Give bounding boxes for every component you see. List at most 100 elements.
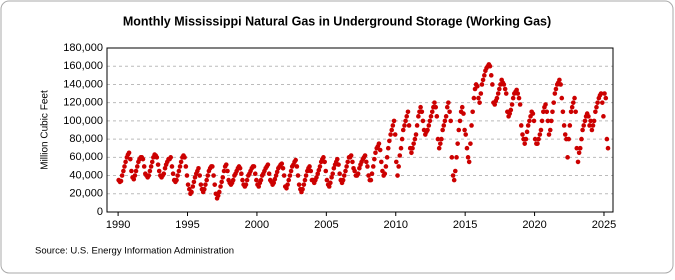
point [243, 182, 249, 187]
y-tick-label: 60,000 [69, 151, 103, 163]
point [265, 162, 271, 167]
point [463, 132, 469, 137]
point [161, 171, 167, 177]
point [210, 164, 215, 169]
x-tick-label: 1990 [106, 219, 130, 231]
frame [0, 0, 674, 274]
point [287, 173, 293, 178]
point [133, 168, 139, 174]
point [258, 177, 264, 183]
point [330, 171, 336, 177]
point [331, 165, 337, 171]
point [594, 104, 599, 110]
point [350, 159, 355, 165]
point [123, 159, 128, 165]
point [573, 109, 578, 115]
point [435, 136, 441, 142]
point [531, 118, 537, 124]
point [595, 100, 600, 105]
point [602, 91, 607, 96]
point [368, 177, 374, 183]
point [546, 132, 552, 137]
point [389, 127, 395, 133]
point [557, 77, 562, 83]
source: Source: U.S. Energy Information Administ… [35, 246, 234, 257]
y-tick-label: 80,000 [69, 133, 103, 145]
point [362, 153, 368, 158]
point [494, 95, 500, 101]
point [535, 141, 540, 146]
point [468, 141, 473, 146]
point [337, 171, 342, 177]
point [364, 159, 369, 165]
point [244, 177, 250, 183]
point [433, 104, 439, 110]
point [169, 164, 175, 169]
point [279, 161, 285, 167]
point [340, 177, 346, 183]
point [198, 182, 204, 187]
point [314, 175, 319, 180]
point [184, 173, 190, 178]
point [581, 123, 587, 128]
point [589, 127, 595, 133]
point [479, 82, 485, 87]
point [387, 138, 392, 144]
point [315, 171, 321, 177]
point [119, 173, 125, 178]
point [185, 182, 191, 187]
point [197, 173, 203, 178]
point [328, 180, 333, 186]
x-tick-label: 2025 [592, 219, 616, 231]
point [237, 165, 243, 171]
point [464, 145, 470, 151]
point [509, 102, 515, 107]
point [192, 175, 198, 180]
point [183, 164, 189, 169]
point [439, 136, 444, 142]
point [239, 171, 244, 177]
point [508, 107, 514, 113]
point [516, 95, 522, 101]
y-tick-label: 100,000 [63, 115, 103, 127]
point [420, 118, 426, 124]
point [456, 127, 462, 133]
point [432, 100, 437, 105]
point [126, 150, 132, 156]
point [565, 155, 570, 160]
point [466, 159, 472, 165]
point [416, 114, 421, 119]
point [570, 100, 576, 105]
point [495, 91, 501, 96]
point [560, 109, 566, 115]
point [503, 91, 509, 96]
point [569, 104, 575, 110]
point [252, 171, 258, 177]
point [436, 145, 442, 151]
point [545, 118, 551, 124]
point [428, 114, 434, 119]
point [525, 123, 531, 128]
point [196, 165, 201, 171]
point [344, 164, 349, 169]
point [457, 118, 463, 124]
point [131, 176, 137, 182]
point [536, 136, 541, 142]
point [605, 145, 611, 151]
x-tick-label: 2015 [453, 219, 477, 231]
point [221, 168, 227, 174]
point [323, 168, 329, 174]
point [462, 127, 467, 133]
point [294, 164, 300, 169]
point [470, 109, 475, 115]
point [175, 173, 180, 178]
x-tick-label: 2020 [522, 219, 546, 231]
point [507, 111, 513, 116]
point [251, 164, 257, 169]
point [121, 168, 126, 174]
point [202, 186, 207, 192]
point [418, 104, 423, 110]
point [317, 164, 323, 169]
point [562, 132, 568, 137]
point [477, 100, 482, 105]
